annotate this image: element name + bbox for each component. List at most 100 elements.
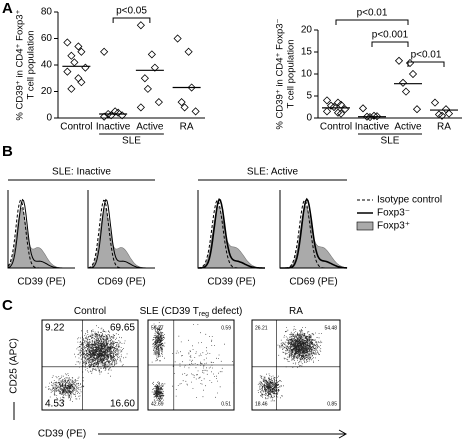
data-point: [322, 96, 332, 105]
quadrant-percent: 0.85: [327, 401, 337, 407]
data-point: [154, 98, 163, 107]
x-axis-label: CD39 (PE): [207, 277, 255, 288]
data-point: [398, 78, 408, 87]
hist-axes: [197, 190, 265, 269]
data-point: [67, 51, 76, 60]
hist-axes: [7, 190, 75, 269]
foxp3-neg-hist: [280, 197, 348, 269]
data-point: [336, 109, 346, 118]
data-point: [150, 63, 159, 72]
x-tick-label: RA: [437, 122, 451, 133]
x-axis-label: CD39 (PE): [38, 429, 86, 440]
x-tick-label: Inactive: [96, 122, 131, 133]
x-axis-label: CD69 (PE): [97, 277, 145, 288]
y-tick-label: 10: [301, 69, 313, 80]
data-point: [184, 47, 193, 56]
foxp3-neg-hist: [198, 198, 265, 269]
y-axis-label: T cell population: [286, 39, 297, 108]
y-tick-label: 0: [306, 113, 312, 124]
data-point: [77, 78, 86, 87]
data-point: [322, 107, 332, 116]
data-point: [329, 102, 339, 112]
data-point: [394, 56, 404, 65]
significance-bracket: [112, 17, 151, 23]
data-point: [441, 105, 451, 114]
event-dots: [45, 325, 128, 402]
significance-bracket: [407, 61, 445, 67]
quadrant-percent: 0.51: [221, 401, 231, 407]
data-point: [100, 112, 109, 121]
legend-label: Foxp3⁻: [377, 208, 410, 219]
x-axis-label: CD39 (PE): [17, 277, 65, 288]
data-point: [74, 42, 83, 51]
x-axis-label: CD69 (PE): [289, 277, 337, 288]
panel-label: C: [2, 297, 13, 314]
data-point: [173, 34, 182, 43]
significance-label: p<0.01: [357, 8, 388, 19]
isotype-hist: [280, 199, 347, 269]
hist-axes: [87, 190, 155, 269]
data-point: [372, 112, 382, 121]
data-point: [358, 104, 368, 113]
data-point: [70, 58, 79, 67]
title-part: defect): [209, 306, 242, 317]
legend-label: Isotype control: [377, 195, 442, 206]
data-point: [136, 21, 145, 30]
y-tick-label: 40: [41, 60, 53, 71]
dot-plot-title: Control: [74, 306, 106, 317]
event-dots: [257, 326, 323, 402]
quadrant-percent: 54.48: [324, 325, 337, 331]
data-point: [63, 67, 72, 76]
data-point: [136, 103, 145, 112]
data-point: [434, 110, 444, 119]
x-tick-label: RA: [180, 122, 194, 133]
dot-plot-title: SLE (CD39 Treg defect): [140, 306, 243, 319]
y-axis-label: % CD39⁺ in CD4⁺ Foxp3⁻: [275, 18, 286, 129]
y-axis-label: CD25 (APC): [9, 338, 20, 394]
data-point: [77, 47, 86, 56]
significance-label: p<0.05: [116, 6, 147, 17]
x-tick-label: Active: [136, 122, 164, 133]
hist-axes: [279, 190, 347, 269]
data-point: [191, 107, 200, 116]
isotype-hist: [197, 199, 265, 269]
data-point: [333, 108, 343, 117]
title-part: SLE (CD39 T: [140, 306, 199, 317]
y-tick-label: 5: [306, 91, 312, 102]
data-point: [369, 111, 379, 120]
panel-label: B: [2, 143, 13, 160]
significance-label: p<0.01: [411, 50, 442, 61]
y-tick-label: 20: [41, 86, 53, 97]
data-point: [430, 98, 440, 107]
dot-plot-title: RA: [289, 306, 303, 317]
legend-label: Foxp3⁺: [377, 221, 410, 232]
y-tick-label: 60: [41, 33, 53, 44]
y-axis-label: T cell population: [26, 30, 37, 99]
data-point: [444, 109, 454, 118]
axis-arrow: [98, 429, 348, 439]
significance-bracket: [335, 19, 409, 25]
group-label: SLE: [381, 136, 400, 147]
foxp3-pos-hist: [87, 207, 155, 269]
y-tick-label: 0: [46, 113, 52, 124]
legend-swatch: [356, 221, 374, 231]
y-tick-label: 20: [301, 25, 313, 36]
data-point: [408, 69, 418, 79]
data-point: [74, 74, 83, 83]
data-point: [365, 113, 375, 122]
quadrant-percent: 69.65: [110, 323, 135, 334]
quadrant-percent: 9.22: [45, 323, 65, 334]
data-point: [187, 83, 196, 92]
data-point: [177, 98, 186, 107]
event-dots: [151, 322, 235, 402]
significance-bracket: [371, 41, 409, 47]
quadrant-percent: 18.46: [255, 401, 268, 407]
plot-frame: [251, 319, 341, 411]
y-tick-label: 15: [301, 47, 313, 58]
quadrant-percent: 42.69: [151, 401, 164, 407]
x-tick-label: Control: [320, 122, 352, 133]
x-tick-label: Control: [60, 122, 92, 133]
quadrant-percent: 26.21: [255, 325, 268, 331]
quadrant-percent: 56.27: [151, 325, 164, 331]
